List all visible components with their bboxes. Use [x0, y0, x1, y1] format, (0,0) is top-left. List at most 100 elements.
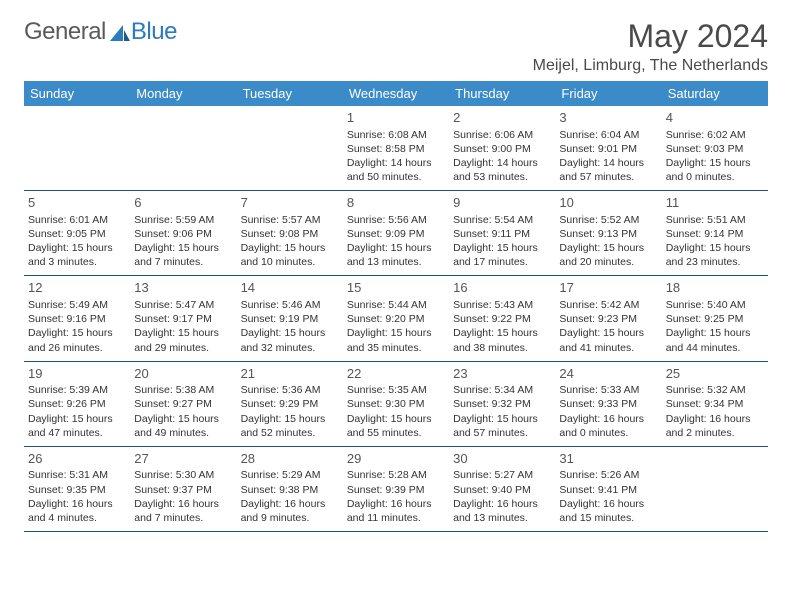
sunrise-line: Sunrise: 5:42 AM — [559, 298, 657, 312]
sunset-line: Sunset: 9:11 PM — [453, 227, 551, 241]
week-row: 1Sunrise: 6:08 AMSunset: 8:58 PMDaylight… — [24, 106, 768, 191]
title-block: May 2024 Meijel, Limburg, The Netherland… — [533, 18, 768, 75]
day-number: 16 — [453, 279, 551, 297]
day-number: 18 — [666, 279, 764, 297]
dow-saturday: Saturday — [662, 81, 768, 106]
sunset-line: Sunset: 9:20 PM — [347, 312, 445, 326]
daylight-line-2: and 38 minutes. — [453, 341, 551, 355]
daylight-line-1: Daylight: 15 hours — [28, 412, 126, 426]
day-cell: 10Sunrise: 5:52 AMSunset: 9:13 PMDayligh… — [555, 191, 661, 275]
sunrise-line: Sunrise: 5:34 AM — [453, 383, 551, 397]
sunset-line: Sunset: 9:14 PM — [666, 227, 764, 241]
sunset-line: Sunset: 9:25 PM — [666, 312, 764, 326]
sunrise-line: Sunrise: 5:26 AM — [559, 468, 657, 482]
sunset-line: Sunset: 9:34 PM — [666, 397, 764, 411]
day-cell-blank — [662, 447, 768, 531]
day-number: 30 — [453, 450, 551, 468]
sunset-line: Sunset: 9:30 PM — [347, 397, 445, 411]
dow-tuesday: Tuesday — [237, 81, 343, 106]
sunset-line: Sunset: 9:06 PM — [134, 227, 232, 241]
daylight-line-2: and 23 minutes. — [666, 255, 764, 269]
day-number: 7 — [241, 194, 339, 212]
sunset-line: Sunset: 9:05 PM — [28, 227, 126, 241]
daylight-line-2: and 10 minutes. — [241, 255, 339, 269]
sunrise-line: Sunrise: 5:27 AM — [453, 468, 551, 482]
daylight-line-1: Daylight: 15 hours — [666, 241, 764, 255]
day-number: 10 — [559, 194, 657, 212]
day-number: 8 — [347, 194, 445, 212]
day-cell: 14Sunrise: 5:46 AMSunset: 9:19 PMDayligh… — [237, 276, 343, 360]
sunrise-line: Sunrise: 5:32 AM — [666, 383, 764, 397]
daylight-line-1: Daylight: 15 hours — [241, 326, 339, 340]
day-cell-blank — [24, 106, 130, 190]
daylight-line-1: Daylight: 14 hours — [559, 156, 657, 170]
sunrise-line: Sunrise: 5:30 AM — [134, 468, 232, 482]
week-row: 5Sunrise: 6:01 AMSunset: 9:05 PMDaylight… — [24, 191, 768, 276]
sunrise-line: Sunrise: 5:49 AM — [28, 298, 126, 312]
sunrise-line: Sunrise: 5:51 AM — [666, 213, 764, 227]
sunset-line: Sunset: 9:13 PM — [559, 227, 657, 241]
logo-text-blue: Blue — [131, 18, 177, 46]
daylight-line-1: Daylight: 15 hours — [666, 326, 764, 340]
sunrise-line: Sunrise: 5:54 AM — [453, 213, 551, 227]
sunrise-line: Sunrise: 5:40 AM — [666, 298, 764, 312]
daylight-line-1: Daylight: 16 hours — [28, 497, 126, 511]
sunrise-line: Sunrise: 5:38 AM — [134, 383, 232, 397]
daylight-line-1: Daylight: 15 hours — [453, 412, 551, 426]
sunrise-line: Sunrise: 5:46 AM — [241, 298, 339, 312]
sunset-line: Sunset: 9:39 PM — [347, 483, 445, 497]
day-cell: 24Sunrise: 5:33 AMSunset: 9:33 PMDayligh… — [555, 362, 661, 446]
day-number: 20 — [134, 365, 232, 383]
daylight-line-2: and 29 minutes. — [134, 341, 232, 355]
daylight-line-2: and 13 minutes. — [347, 255, 445, 269]
daylight-line-1: Daylight: 15 hours — [347, 412, 445, 426]
daylight-line-1: Daylight: 15 hours — [666, 156, 764, 170]
daylight-line-2: and 20 minutes. — [559, 255, 657, 269]
daylight-line-1: Daylight: 15 hours — [559, 241, 657, 255]
sunset-line: Sunset: 9:00 PM — [453, 142, 551, 156]
daylight-line-2: and 7 minutes. — [134, 511, 232, 525]
sunrise-line: Sunrise: 5:29 AM — [241, 468, 339, 482]
sunrise-line: Sunrise: 6:01 AM — [28, 213, 126, 227]
sunrise-line: Sunrise: 5:39 AM — [28, 383, 126, 397]
logo: General Blue — [24, 18, 177, 46]
daylight-line-2: and 11 minutes. — [347, 511, 445, 525]
sunset-line: Sunset: 9:03 PM — [666, 142, 764, 156]
sunset-line: Sunset: 9:19 PM — [241, 312, 339, 326]
sunset-line: Sunset: 9:35 PM — [28, 483, 126, 497]
day-cell: 12Sunrise: 5:49 AMSunset: 9:16 PMDayligh… — [24, 276, 130, 360]
day-cell: 3Sunrise: 6:04 AMSunset: 9:01 PMDaylight… — [555, 106, 661, 190]
day-cell: 27Sunrise: 5:30 AMSunset: 9:37 PMDayligh… — [130, 447, 236, 531]
day-number: 26 — [28, 450, 126, 468]
daylight-line-1: Daylight: 15 hours — [347, 326, 445, 340]
day-cell-blank — [130, 106, 236, 190]
sunrise-line: Sunrise: 6:08 AM — [347, 128, 445, 142]
sunrise-line: Sunrise: 5:33 AM — [559, 383, 657, 397]
daylight-line-2: and 57 minutes. — [453, 426, 551, 440]
dow-friday: Friday — [555, 81, 661, 106]
header: General Blue May 2024 Meijel, Limburg, T… — [24, 18, 768, 75]
daylight-line-2: and 7 minutes. — [134, 255, 232, 269]
daylight-line-1: Daylight: 14 hours — [347, 156, 445, 170]
sunset-line: Sunset: 9:23 PM — [559, 312, 657, 326]
week-row: 26Sunrise: 5:31 AMSunset: 9:35 PMDayligh… — [24, 447, 768, 532]
logo-text-general: General — [24, 18, 106, 46]
sunset-line: Sunset: 9:16 PM — [28, 312, 126, 326]
logo-sail-icon — [109, 24, 131, 42]
daylight-line-1: Daylight: 16 hours — [559, 497, 657, 511]
week-row: 12Sunrise: 5:49 AMSunset: 9:16 PMDayligh… — [24, 276, 768, 361]
day-cell: 18Sunrise: 5:40 AMSunset: 9:25 PMDayligh… — [662, 276, 768, 360]
daylight-line-1: Daylight: 15 hours — [453, 241, 551, 255]
day-number: 22 — [347, 365, 445, 383]
day-of-week-header: SundayMondayTuesdayWednesdayThursdayFrid… — [24, 81, 768, 106]
dow-monday: Monday — [130, 81, 236, 106]
daylight-line-2: and 44 minutes. — [666, 341, 764, 355]
day-cell: 17Sunrise: 5:42 AMSunset: 9:23 PMDayligh… — [555, 276, 661, 360]
daylight-line-1: Daylight: 14 hours — [453, 156, 551, 170]
daylight-line-1: Daylight: 16 hours — [241, 497, 339, 511]
daylight-line-2: and 49 minutes. — [134, 426, 232, 440]
day-cell: 30Sunrise: 5:27 AMSunset: 9:40 PMDayligh… — [449, 447, 555, 531]
day-cell: 29Sunrise: 5:28 AMSunset: 9:39 PMDayligh… — [343, 447, 449, 531]
daylight-line-2: and 55 minutes. — [347, 426, 445, 440]
daylight-line-2: and 9 minutes. — [241, 511, 339, 525]
